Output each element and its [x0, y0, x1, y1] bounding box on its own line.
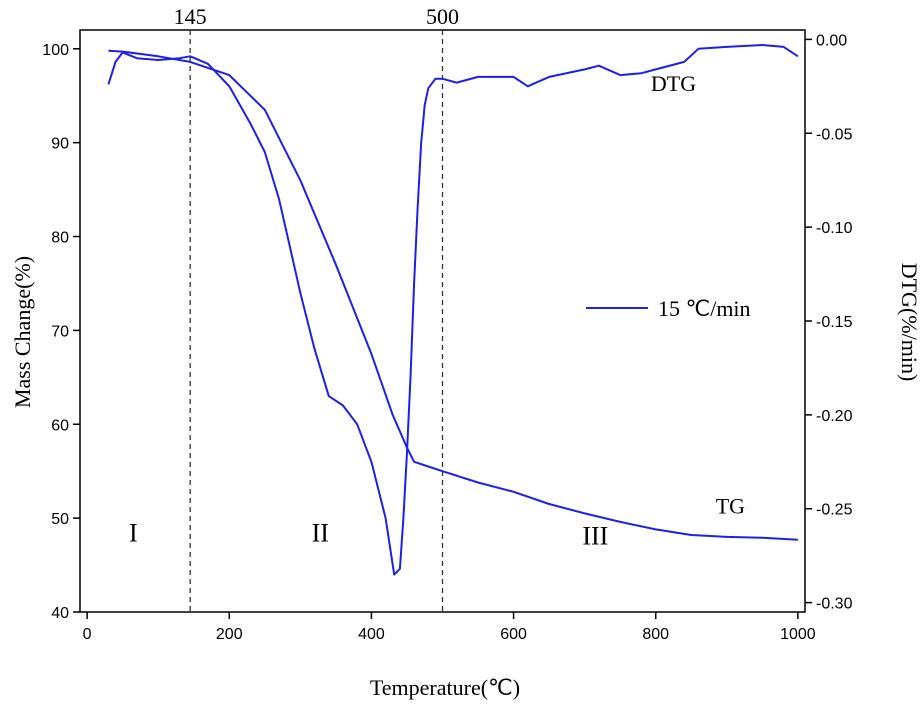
y-left-tick-label: 60: [51, 417, 69, 434]
x-axis-ticks: 0 200 400 600 800 1000: [83, 612, 816, 643]
x-axis-label: Temperature(℃): [370, 675, 520, 700]
reference-lines: 145 500: [174, 4, 459, 612]
y-right-tick-label: -0.20: [816, 408, 853, 425]
vline-label: 500: [426, 4, 459, 29]
legend: 15 ℃/min: [586, 296, 751, 321]
y-axis-left-ticks: 40 50 60 70 80 90 100: [42, 42, 80, 622]
x-tick-label: 800: [642, 626, 669, 643]
y-right-tick-label: 0.00: [816, 32, 847, 49]
series-group: [107, 44, 799, 576]
y-right-tick-label: -0.10: [816, 220, 853, 237]
y-right-tick-label: -0.15: [816, 314, 853, 331]
legend-label: 15 ℃/min: [658, 296, 751, 321]
y-right-tick-label: -0.30: [816, 596, 853, 613]
y-left-tick-label: 50: [51, 511, 69, 528]
series-line-tg: [108, 49, 798, 541]
y-axis-right-label: DTG(%/min): [897, 263, 921, 382]
x-tick-label: 400: [358, 626, 385, 643]
x-tick-label: 1000: [780, 626, 816, 643]
y-right-tick-label: -0.05: [816, 126, 853, 143]
y-left-tick-label: 90: [51, 136, 69, 153]
y-axis-left-label: Mass Change(%): [10, 256, 35, 408]
y-left-tick-label: 100: [42, 42, 69, 59]
stage-label: I: [129, 519, 138, 548]
y-left-tick-label: 40: [51, 605, 69, 622]
x-tick-label: 200: [216, 626, 243, 643]
curve-label: TG: [716, 493, 745, 518]
stage-label: III: [582, 521, 608, 550]
y-axis-right-ticks: 0.00 -0.05 -0.10 -0.15 -0.20 -0.25 -0.30: [805, 32, 853, 613]
stage-label: II: [312, 519, 329, 548]
curve-label: DTG: [651, 71, 696, 96]
x-tick-label: 600: [500, 626, 527, 643]
vline-label: 145: [174, 4, 207, 29]
y-right-tick-label: -0.25: [816, 502, 853, 519]
y-left-tick-label: 80: [51, 230, 69, 247]
y-left-tick-label: 70: [51, 323, 69, 340]
x-tick-label: 0: [83, 626, 92, 643]
series-line-dtg: [107, 44, 799, 576]
